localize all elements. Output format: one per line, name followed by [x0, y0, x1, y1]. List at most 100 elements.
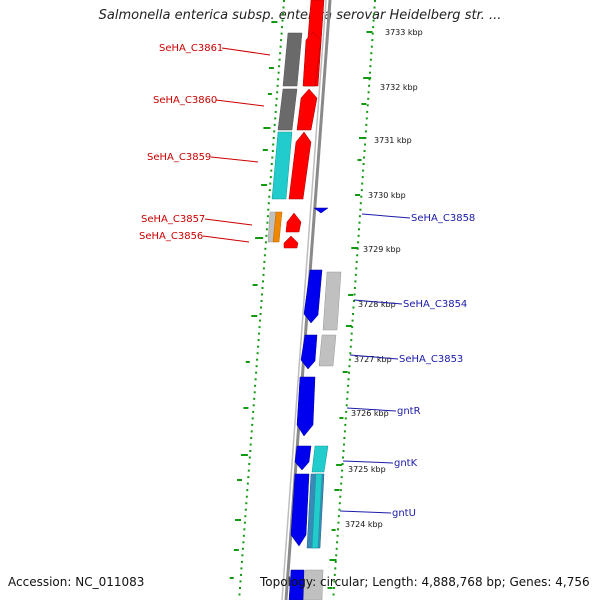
gc-dot	[335, 547, 338, 550]
cog-box[interactable]	[318, 334, 337, 367]
gc-skew-dots-right	[332, 0, 376, 596]
gc-dot	[334, 567, 337, 570]
gc-dot	[332, 587, 335, 589]
gc-dot	[351, 319, 354, 322]
cog-box[interactable]	[272, 211, 283, 243]
cds-forward-arrow[interactable]	[296, 88, 318, 131]
tick-label: 3729 kbp	[363, 245, 401, 254]
gc-dot	[244, 515, 247, 518]
gc-dot	[242, 534, 245, 537]
cog-box[interactable]	[277, 88, 298, 131]
gc-dot	[240, 567, 243, 570]
gc-dot	[272, 137, 275, 139]
cds-reverse-arrow[interactable]	[296, 376, 316, 437]
gene-label-forward[interactable]: SeHA_C3861	[159, 43, 223, 54]
gc-dot	[247, 476, 250, 479]
cog-box[interactable]	[271, 131, 293, 200]
cds-forward-arrow[interactable]	[302, 31, 322, 87]
gc-dot	[364, 130, 367, 133]
gc-dot	[249, 450, 252, 452]
cog-box[interactable]	[282, 32, 303, 87]
gc-dot	[373, 13, 376, 15]
label-connector	[221, 47, 271, 56]
gc-dot	[368, 84, 371, 87]
cog-box[interactable]	[322, 271, 342, 331]
gene-label-forward[interactable]: SeHA_C3860	[153, 95, 217, 106]
gc-dot	[272, 143, 275, 146]
gc-dot	[245, 502, 248, 505]
gc-dot	[347, 384, 350, 387]
gc-dot	[276, 91, 279, 94]
gene-label-forward[interactable]: SeHA_C3856	[139, 231, 203, 242]
gc-dot	[332, 593, 335, 596]
tick-label: 3732 kbp	[380, 83, 418, 92]
gene-label-forward[interactable]: SeHA_C3859	[147, 152, 211, 163]
gc-dot	[252, 410, 255, 413]
cds-reverse-arrow[interactable]	[313, 207, 329, 214]
gc-dot	[265, 234, 268, 237]
cds-reverse-arrow[interactable]	[294, 445, 312, 471]
gc-dot	[268, 189, 271, 192]
cog-box[interactable]	[311, 445, 329, 473]
gc-dot	[354, 280, 357, 283]
cog-box[interactable]	[311, 473, 323, 549]
gc-dot	[341, 469, 344, 472]
gc-dot	[249, 443, 252, 446]
gc-skew-dots-left	[238, 0, 285, 596]
gc-dot	[371, 32, 374, 35]
cds-forward-arrow[interactable]	[285, 212, 302, 233]
gc-dot	[361, 182, 364, 185]
gc-dot	[250, 437, 253, 439]
gc-dot	[350, 332, 353, 335]
cog-track-forward	[267, 32, 303, 243]
cds-reverse-arrow[interactable]	[300, 334, 318, 370]
cds-reverse[interactable]	[288, 569, 305, 600]
gc-dot	[343, 443, 345, 446]
label-connector	[361, 213, 411, 219]
gc-dot	[251, 423, 254, 426]
gc-dot	[274, 110, 277, 113]
gc-dot	[345, 410, 348, 413]
gc-dot	[254, 378, 257, 381]
cds-reverse-arrow[interactable]	[290, 473, 310, 547]
gc-dot	[264, 247, 267, 250]
gene-label-reverse[interactable]: gntK	[394, 458, 418, 469]
gc-dot	[359, 202, 362, 205]
gc-dot	[356, 254, 359, 257]
gc-dot	[243, 528, 246, 531]
gene-label-forward[interactable]: SeHA_C3857	[141, 214, 205, 225]
gc-dot	[262, 280, 264, 283]
gc-dot	[338, 508, 341, 511]
gc-dot	[352, 306, 355, 309]
gene-label-reverse[interactable]: SeHA_C3854	[403, 299, 467, 310]
gene-label-reverse[interactable]: gntR	[397, 406, 421, 417]
gc-dot	[348, 371, 350, 374]
gc-dot	[371, 39, 374, 42]
gene-label-reverse[interactable]: gntU	[392, 508, 416, 519]
gc-dot	[336, 534, 339, 537]
gc-dot	[343, 437, 346, 439]
gene-label-reverse[interactable]: SeHA_C3858	[411, 213, 475, 224]
gc-dot	[270, 169, 273, 172]
gc-dot	[281, 19, 284, 22]
gc-dot	[369, 58, 372, 61]
cds-forward-arrow[interactable]	[283, 235, 299, 249]
gc-dot	[255, 365, 258, 368]
gc-dot	[349, 352, 352, 355]
gc-dot	[271, 156, 274, 159]
label-connector	[339, 510, 392, 514]
gc-dot	[358, 221, 361, 224]
cds-reverse-arrow[interactable]	[303, 269, 323, 324]
gene-label-reverse[interactable]: SeHA_C3853	[399, 354, 463, 365]
gc-dot	[338, 502, 341, 505]
gc-dot	[364, 137, 367, 139]
gc-dot	[362, 169, 365, 172]
gc-dot	[268, 195, 271, 198]
cog-box[interactable]	[302, 569, 324, 600]
cds-forward-arrow[interactable]	[288, 131, 312, 200]
gc-dot	[353, 293, 356, 296]
label-connector	[215, 99, 265, 107]
label-connector	[353, 299, 403, 305]
gc-dot	[366, 104, 369, 107]
